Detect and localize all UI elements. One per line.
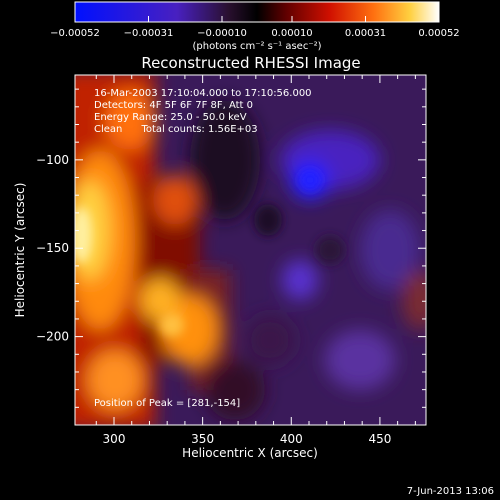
colorbar-unit-label: (photons cm⁻² s⁻¹ asec⁻²) — [192, 41, 321, 52]
x-tick-label: 350 — [191, 432, 214, 446]
x-tick-label: 450 — [368, 432, 391, 446]
plot-frame — [74, 74, 427, 426]
x-tick-label: 300 — [103, 432, 126, 446]
y-tick-label: −200 — [36, 330, 69, 344]
colorbar — [74, 1, 440, 23]
annotation-time: 16-Mar-2003 17:10:04.000 to 17:10:56.000 — [94, 88, 312, 99]
y-axis-label: Heliocentric Y (arcsec) — [13, 183, 27, 318]
colorbar-tick-label: −0.00052 — [50, 28, 100, 39]
colorbar-tick-label: −0.00010 — [197, 28, 247, 39]
colorbar-tick-label: 0.00010 — [271, 28, 312, 39]
x-axis-label: Heliocentric X (arcsec) — [182, 446, 318, 460]
axis-ticks: 300 350 400 450 −100 −150 −200 — [36, 75, 426, 446]
colorbar-tick-label: 0.00031 — [345, 28, 386, 39]
colorbar-tick-label: −0.00031 — [124, 28, 174, 39]
heatmap-image — [75, 75, 426, 425]
x-tick-label: 400 — [280, 432, 303, 446]
annotation-energy: Energy Range: 25.0 - 50.0 keV — [94, 112, 247, 123]
annotation-detectors: Detectors: 4F 5F 6F 7F 8F, Att 0 — [94, 100, 253, 111]
y-tick-label: −100 — [36, 153, 69, 167]
annotation-peak: Position of Peak = [281,-154] — [94, 398, 240, 409]
annotation-clean-counts: Clean Total counts: 1.56E+03 — [94, 124, 258, 135]
chart-title: Reconstructed RHESSI Image — [141, 54, 360, 72]
colorbar-ticks: −0.00052 −0.00031 −0.00010 0.00010 0.00031 0.… — [50, 16, 460, 39]
colorbar-tick-label: 0.00052 — [418, 28, 459, 39]
footer-date: 7-Jun-2013 13:06 — [407, 486, 494, 497]
y-tick-label: −150 — [36, 241, 69, 255]
